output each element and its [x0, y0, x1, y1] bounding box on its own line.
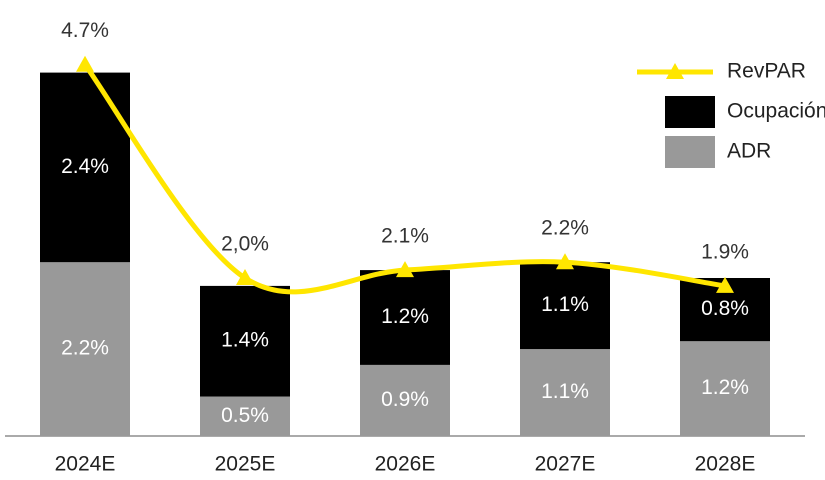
bar-segment: [200, 396, 290, 436]
x-tick-label: 2024E: [55, 453, 116, 476]
line-marker: [396, 261, 414, 278]
data-label: 2.4%: [61, 155, 109, 178]
legend-swatch: [665, 136, 715, 168]
bar-segment: [360, 270, 450, 365]
bar-segment: [680, 341, 770, 436]
data-label: 1.1%: [541, 380, 589, 403]
data-label: 2.1%: [381, 225, 429, 248]
data-label: 1.9%: [701, 240, 749, 263]
bar-segment: [360, 364, 450, 436]
data-label: 2.2%: [541, 217, 589, 240]
data-label: 0.5%: [221, 404, 269, 427]
line: [82, 62, 728, 295]
data-label: 1.4%: [221, 329, 269, 352]
data-label: 1.2%: [701, 376, 749, 399]
line-marker: [716, 276, 734, 293]
x-tick-label: 2025E: [215, 453, 276, 476]
x-tick-label: 2026E: [375, 453, 436, 476]
bar-segment: [520, 262, 610, 350]
data-label: 0.9%: [381, 388, 429, 411]
legend-swatch: [665, 96, 715, 128]
legend-label: Ocupación: [727, 100, 825, 123]
data-label: 2.2%: [61, 337, 109, 360]
bar-segment: [520, 349, 610, 436]
legend-label: ADR: [727, 140, 771, 163]
bar-segment: [40, 262, 130, 436]
legend-marker: [666, 63, 684, 79]
data-label: 1.1%: [541, 293, 589, 316]
x-tick-label: 2027E: [535, 453, 596, 476]
bar-segment: [40, 72, 130, 263]
line-marker: [236, 269, 254, 285]
line-marker: [556, 253, 574, 270]
data-label: 1.2%: [381, 305, 429, 328]
data-label: 4.7%: [61, 19, 109, 42]
data-label: 0.8%: [701, 297, 749, 320]
data-label: 2,0%: [221, 233, 269, 256]
x-tick-label: 2028E: [695, 453, 756, 476]
bar-segment: [200, 285, 290, 397]
legend-label: RevPAR: [727, 60, 806, 83]
line-marker: [76, 55, 94, 72]
